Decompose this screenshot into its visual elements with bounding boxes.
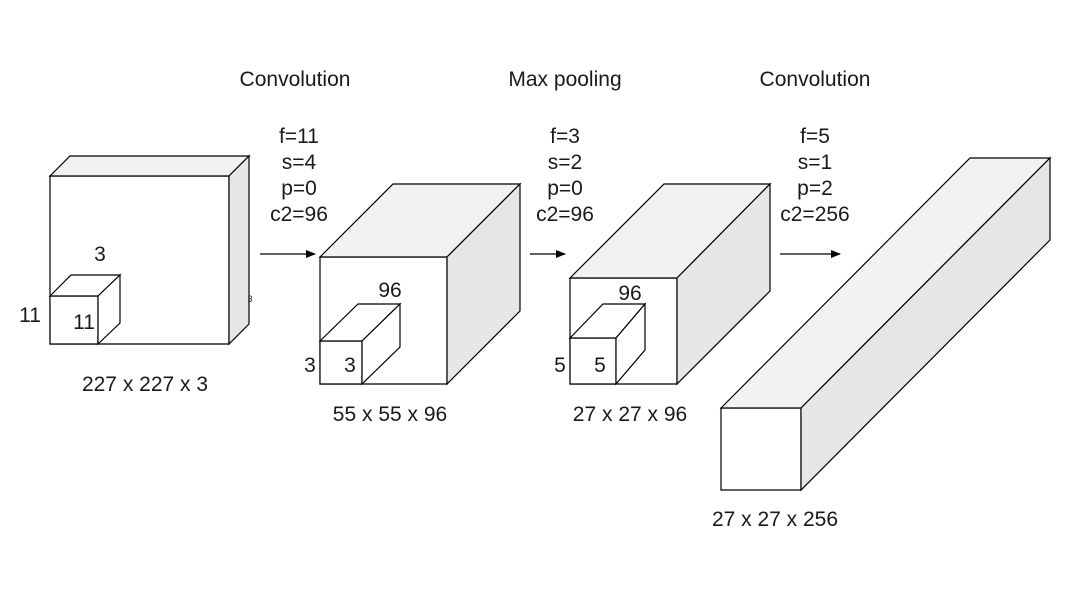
pool-kernel-side xyxy=(615,302,646,386)
conv2-volume xyxy=(719,156,1052,492)
conv2-volume-side xyxy=(800,156,1051,492)
param-c2: c2=96 xyxy=(270,203,328,226)
input-kernel-top-label: 3 xyxy=(94,243,106,266)
conv1-kernel-side xyxy=(361,302,401,386)
pool-kernel-front xyxy=(569,337,617,385)
pool-kernel-front-label: 5 xyxy=(594,354,606,377)
pool-kernel-top-label: 96 xyxy=(618,282,642,305)
input-kernel-front-label: 11 xyxy=(73,311,95,334)
input-dims-label: 227 x 227 x 3 xyxy=(81,373,209,396)
param-f: f=3 xyxy=(550,125,580,148)
conv1-kernel-front-label: 3 xyxy=(344,354,356,377)
pool-volume-side xyxy=(676,182,771,386)
conv1-volume xyxy=(318,182,522,386)
param-p: p=2 xyxy=(797,177,833,200)
operation-title-pool: Max pooling xyxy=(508,68,622,91)
param-s: s=1 xyxy=(797,151,833,174)
operation-params-conv2: f=5 s=1 p=2 c2=256 xyxy=(780,124,849,228)
conv1-dims-label: 55 x 55 x 96 xyxy=(332,403,448,426)
pool-volume xyxy=(568,182,772,386)
param-s: s=2 xyxy=(547,151,583,174)
input-volume xyxy=(48,154,251,346)
operation-title-conv2: Convolution xyxy=(759,68,871,91)
param-f: f=11 xyxy=(279,125,319,148)
input-volume-top xyxy=(48,155,251,177)
conv1-kernel-top-label: 96 xyxy=(378,279,402,302)
param-c2: c2=96 xyxy=(536,203,594,226)
param-p: p=0 xyxy=(547,177,583,200)
pool-kernel-side-label: 5 xyxy=(554,354,566,377)
operation-title-conv1: Convolution xyxy=(239,68,351,91)
operation-params-conv1: f=11 s=4 p=0 c2=96 xyxy=(270,124,328,228)
conv1-kernel-side-label: 3 xyxy=(304,354,316,377)
input-volume-side xyxy=(228,154,250,346)
input-depth-label: 3 xyxy=(247,294,253,304)
param-p: p=0 xyxy=(281,177,317,200)
input-kernel-side xyxy=(97,273,121,346)
param-c2: c2=256 xyxy=(780,203,850,226)
param-f: f=5 xyxy=(800,125,830,148)
pool-dims-label: 27 x 27 x 96 xyxy=(572,403,688,426)
operation-params-pool: f=3 s=2 p=0 c2=96 xyxy=(536,124,594,228)
conv2-volume-front xyxy=(720,407,802,491)
input-kernel-side-label: 11 xyxy=(19,304,41,327)
conv1-volume-side xyxy=(446,182,521,386)
conv2-dims-label: 27 x 27 x 256 xyxy=(711,508,839,531)
param-s: s=4 xyxy=(281,151,317,174)
